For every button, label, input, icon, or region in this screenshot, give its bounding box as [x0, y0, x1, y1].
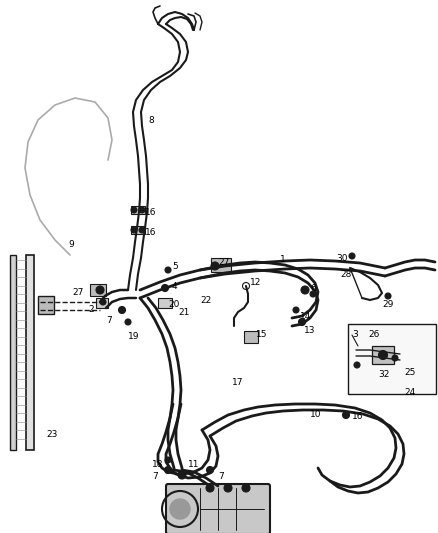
Text: 23: 23	[46, 430, 57, 439]
Text: 4: 4	[172, 282, 178, 291]
Circle shape	[165, 267, 171, 273]
Text: 9: 9	[68, 240, 74, 249]
Circle shape	[162, 285, 169, 292]
Text: 29: 29	[382, 300, 393, 309]
Text: 7: 7	[152, 472, 158, 481]
Bar	[26, 255, 34, 450]
Bar	[131, 206, 145, 214]
Circle shape	[299, 319, 305, 326]
Circle shape	[211, 262, 219, 270]
Bar	[211, 258, 231, 272]
Text: 13: 13	[304, 326, 315, 335]
Bar	[244, 331, 258, 343]
Text: 6: 6	[310, 284, 316, 293]
Circle shape	[392, 355, 398, 361]
Text: 16: 16	[352, 412, 364, 421]
Text: 25: 25	[404, 368, 415, 377]
Text: 27: 27	[218, 258, 230, 267]
Text: 11: 11	[188, 460, 199, 469]
Circle shape	[354, 362, 360, 368]
Text: 14: 14	[300, 312, 311, 321]
Circle shape	[139, 207, 145, 213]
Text: 28: 28	[340, 270, 351, 279]
Text: 16: 16	[145, 228, 156, 237]
Circle shape	[125, 319, 131, 325]
Bar	[90, 284, 106, 296]
Text: 7: 7	[218, 472, 224, 481]
Bar	[96, 298, 108, 308]
Circle shape	[378, 351, 388, 359]
Circle shape	[293, 307, 299, 313]
Text: 5: 5	[172, 262, 178, 271]
Text: 24: 24	[404, 388, 415, 397]
Text: 15: 15	[256, 330, 268, 339]
Circle shape	[96, 286, 104, 294]
Circle shape	[165, 466, 172, 473]
Circle shape	[206, 484, 214, 492]
Text: 12: 12	[250, 278, 261, 287]
Text: 18: 18	[152, 460, 163, 469]
Bar	[38, 296, 54, 314]
Text: 1: 1	[280, 255, 286, 264]
Circle shape	[310, 291, 316, 297]
Text: 32: 32	[378, 370, 389, 379]
Bar	[10, 255, 16, 450]
Circle shape	[170, 499, 190, 519]
Text: 30: 30	[336, 254, 347, 263]
Circle shape	[224, 484, 232, 492]
Text: 8: 8	[148, 116, 154, 125]
Text: 17: 17	[232, 378, 244, 387]
Text: 20: 20	[168, 300, 180, 309]
Circle shape	[119, 306, 126, 313]
Text: 7: 7	[106, 316, 112, 325]
Circle shape	[206, 466, 213, 473]
Text: 2: 2	[88, 305, 94, 314]
Text: 21: 21	[178, 308, 189, 317]
Bar	[372, 346, 394, 364]
Circle shape	[178, 471, 186, 479]
Circle shape	[131, 227, 137, 233]
FancyBboxPatch shape	[166, 484, 270, 533]
Circle shape	[385, 293, 391, 299]
Circle shape	[165, 457, 171, 463]
Circle shape	[349, 253, 355, 259]
Circle shape	[343, 411, 350, 418]
Circle shape	[242, 484, 250, 492]
Text: 26: 26	[368, 330, 379, 339]
Circle shape	[301, 286, 309, 294]
Text: 19: 19	[128, 332, 139, 341]
Bar	[348, 324, 436, 394]
Text: 3: 3	[352, 330, 358, 339]
Text: 10: 10	[310, 410, 321, 419]
Circle shape	[100, 299, 106, 305]
Circle shape	[131, 207, 137, 213]
Bar	[158, 298, 172, 308]
Bar	[131, 226, 145, 234]
Text: 27: 27	[72, 288, 83, 297]
Text: 22: 22	[200, 296, 211, 305]
Circle shape	[139, 227, 145, 233]
Text: 16: 16	[145, 208, 156, 217]
